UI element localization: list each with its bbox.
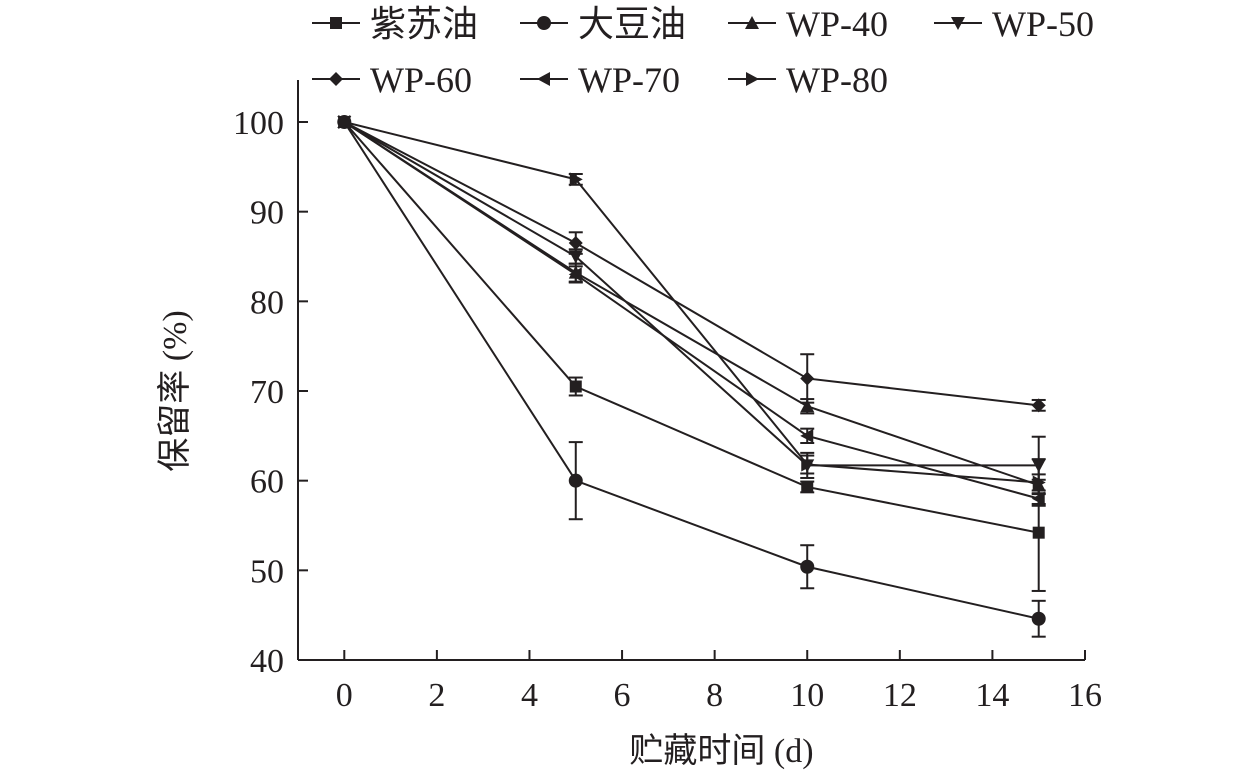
y-tick-label: 100 [233, 105, 284, 142]
data-point-triangle-down [951, 17, 965, 30]
plot-area [337, 115, 1046, 638]
legend-label: WP-50 [992, 4, 1094, 44]
series-WP-80 [338, 115, 1046, 507]
y-tick-label: 40 [250, 643, 284, 680]
legend-label: WP-80 [786, 60, 888, 100]
x-tick-label: 8 [706, 677, 723, 714]
legend: 紫苏油 大豆油 WP-40 WP-50 WP-60 WP-70 WP-80 [312, 4, 1094, 100]
data-point-circle [1031, 611, 1046, 626]
series-line [343, 121, 1039, 500]
series-WP-40 [337, 115, 1046, 492]
x-tick-label: 14 [975, 677, 1009, 714]
x-tick-label: 10 [790, 677, 824, 714]
legend-item: 紫苏油 [312, 4, 478, 44]
y-tick-label: 70 [250, 374, 284, 411]
legend-label: 大豆油 [578, 4, 686, 44]
legend-item: WP-40 [728, 4, 888, 44]
data-point-square [1032, 526, 1045, 539]
x-ticks: 0 2 4 6 8 10 12 14 16 [336, 650, 1102, 714]
legend-item: WP-80 [728, 60, 888, 100]
data-point-circle [537, 16, 551, 30]
data-point-triangle-right [801, 457, 815, 472]
data-point-triangle-right [746, 72, 759, 86]
data-point-triangle-right [1032, 475, 1046, 490]
series-line [343, 121, 1039, 407]
x-axis-title: 贮藏时间 (d) [629, 732, 813, 770]
series-WP-60 [337, 115, 1046, 413]
data-point-square [569, 380, 582, 393]
data-point-triangle-left [800, 428, 814, 443]
y-tick-label: 80 [250, 284, 284, 321]
data-point-diamond [329, 72, 343, 86]
x-tick-label: 4 [521, 677, 538, 714]
legend-item: WP-70 [520, 60, 680, 100]
data-point-triangle-up [745, 16, 759, 29]
y-tick-label: 60 [250, 464, 284, 501]
legend-label: WP-40 [786, 4, 888, 44]
y-axis-title: 保留率 (%) [156, 310, 194, 471]
data-point-triangle-left [537, 72, 550, 86]
legend-item: WP-60 [312, 60, 472, 100]
x-tick-label: 6 [614, 677, 631, 714]
y-tick-label: 50 [250, 553, 284, 590]
legend-item: 大豆油 [520, 4, 686, 44]
data-point-triangle-up [800, 399, 815, 413]
x-tick-label: 2 [428, 677, 445, 714]
data-point-diamond [1031, 398, 1046, 413]
data-point-triangle-left [568, 267, 582, 282]
data-point-square [330, 17, 342, 29]
legend-label: 紫苏油 [370, 4, 478, 44]
data-point-diamond [568, 236, 583, 251]
series-line [343, 121, 1039, 620]
legend-label: WP-70 [578, 60, 680, 100]
legend-item: WP-50 [934, 4, 1094, 44]
series-line [343, 121, 1039, 534]
data-point-triangle-right [338, 115, 352, 129]
x-tick-label: 0 [336, 677, 353, 714]
y-ticks: 40 50 60 70 80 90 100 [233, 105, 308, 680]
series-line [344, 121, 1039, 484]
y-tick-label: 90 [250, 195, 284, 232]
axes: 40 50 60 70 80 90 100 0 2 4 6 8 10 12 14 16 保留率 (%) 贮藏… [156, 80, 1102, 770]
data-point-circle [568, 473, 583, 488]
data-point-triangle-right [569, 172, 583, 187]
data-point-circle [800, 559, 815, 574]
x-tick-label: 16 [1068, 677, 1102, 714]
series-line [343, 121, 1039, 467]
series-大豆油 [337, 115, 1046, 638]
x-tick-label: 12 [883, 677, 917, 714]
legend-label: WP-60 [370, 60, 472, 100]
data-point-square [801, 480, 814, 493]
data-point-diamond [800, 371, 815, 386]
